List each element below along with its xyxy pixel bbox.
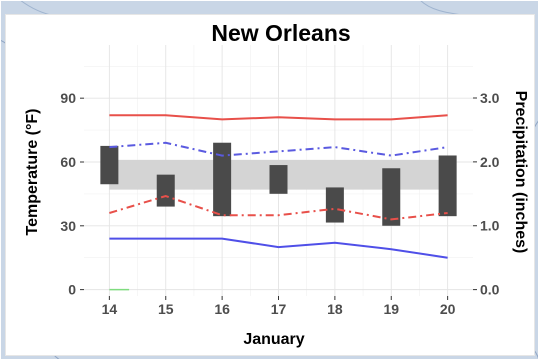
- temperature-series-line-2: [109, 141, 448, 157]
- temperature-series-line-1: [109, 114, 448, 121]
- precip-bar: [213, 142, 232, 217]
- y2-tick-label: 2.0: [480, 154, 500, 170]
- x-tick-label: 16: [214, 301, 230, 317]
- precip-bar: [269, 165, 288, 194]
- temperature-series-line-3: [109, 194, 448, 221]
- x-axis-label: January: [243, 331, 304, 348]
- precip-bar: [325, 187, 344, 223]
- precip-bar: [156, 174, 175, 207]
- y-tick-label: 30: [60, 218, 76, 234]
- x-tick-label: 18: [327, 301, 343, 317]
- y-tick-label: 60: [60, 154, 76, 170]
- x-tick-label: 17: [271, 301, 287, 317]
- temperature-series-line-4: [109, 237, 448, 259]
- precip-bar: [438, 155, 457, 217]
- y-axis-label: Temperature (°F): [24, 108, 41, 235]
- precip-bar: [100, 145, 119, 185]
- x-tick-label: 15: [158, 301, 174, 317]
- x-tick-label: 14: [102, 301, 118, 317]
- x-tick-label: 20: [440, 301, 456, 317]
- y2-axis-label: Precipitation (inches): [512, 91, 529, 254]
- y2-tick-label: 1.0: [480, 218, 500, 234]
- precip-bar: [382, 168, 401, 226]
- x-tick-label: 19: [383, 301, 399, 317]
- y2-tick-label: 0.0: [480, 282, 500, 298]
- y-tick-label: 0: [68, 282, 76, 298]
- chart-title: New Orleans: [211, 20, 350, 46]
- y-tick-label: 90: [60, 90, 76, 106]
- y2-tick-label: 3.0: [480, 90, 500, 106]
